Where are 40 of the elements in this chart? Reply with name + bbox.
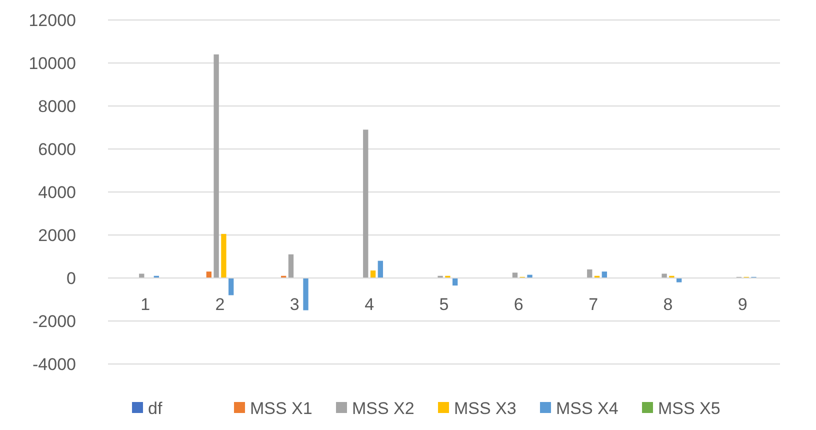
- bar: [662, 274, 667, 278]
- y-tick-label: -4000: [32, 354, 76, 374]
- bar: [139, 274, 144, 278]
- x-tick-label: 2: [215, 295, 225, 314]
- x-tick-label: 9: [738, 295, 748, 314]
- y-tick-label: 0: [66, 268, 76, 288]
- y-tick-label: 6000: [38, 140, 76, 159]
- bar: [214, 54, 219, 278]
- bar: [602, 272, 608, 278]
- bar: [676, 278, 682, 282]
- legend-label: MSS X1: [250, 398, 312, 418]
- x-tick-label: 4: [364, 295, 374, 314]
- x-tick-label: 7: [588, 295, 598, 314]
- bar: [221, 234, 226, 278]
- bar: [370, 270, 376, 278]
- bar: [288, 254, 294, 278]
- bar: [363, 130, 368, 278]
- y-tick-label: 10000: [28, 54, 76, 73]
- y-tick-label: 4000: [38, 182, 76, 202]
- y-tick-label: 2000: [38, 226, 76, 245]
- x-tick-label: 1: [140, 295, 150, 314]
- x-tick-label: 8: [663, 295, 673, 314]
- bar: [303, 278, 308, 310]
- y-tick-label: 12000: [28, 10, 76, 30]
- bar: [378, 260, 384, 278]
- bar: [452, 278, 458, 286]
- legend-label: MSS X5: [658, 398, 720, 418]
- bar: [228, 278, 234, 296]
- bar: [512, 272, 518, 278]
- x-tick-label: 6: [514, 295, 524, 314]
- y-tick-label: -2000: [32, 312, 76, 331]
- x-tick-label: 3: [290, 295, 300, 314]
- legend-label: df: [148, 398, 162, 418]
- legend-label: MSS X4: [556, 398, 618, 418]
- bar: [206, 272, 212, 278]
- legend-label: MSS X2: [352, 398, 414, 418]
- legend-label: MSS X3: [454, 398, 516, 418]
- y-tick-label: 8000: [38, 96, 76, 116]
- x-tick-label: 5: [439, 295, 449, 314]
- bar: [587, 269, 592, 278]
